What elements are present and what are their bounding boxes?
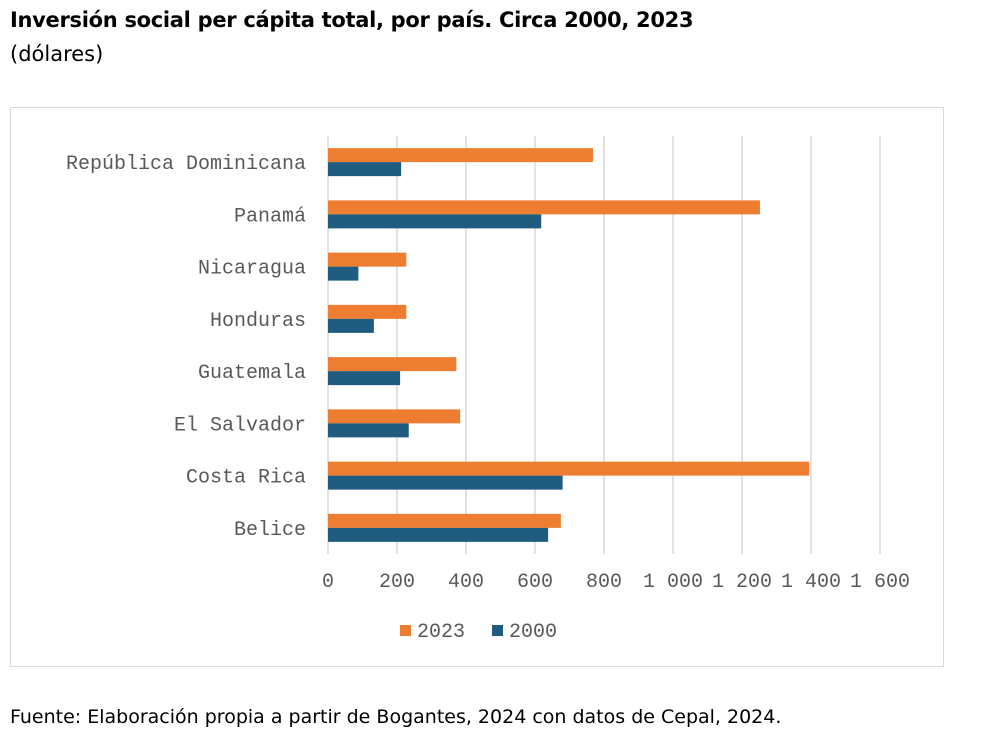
chart-title: Inversión social per cápita total, por p… [10, 8, 694, 32]
x-tick-label: 1 400 [781, 571, 841, 594]
chart-area [10, 107, 944, 667]
bar-2023-guatemala [328, 357, 457, 372]
x-tick-label: 600 [517, 571, 553, 594]
bar-2023-republica-dominicana [328, 148, 593, 163]
bar-2000-guatemala [328, 371, 401, 386]
x-tick-label: 800 [586, 571, 622, 594]
legend-swatch-2023 [400, 625, 411, 636]
bar-2023-costa-rica [328, 461, 810, 476]
bar-2023-el-salvador [328, 409, 461, 424]
category-label: Panamá [234, 205, 306, 228]
x-tick-label: 1 200 [712, 571, 772, 594]
bar-2023-belice [328, 513, 561, 528]
source-note: Fuente: Elaboración propia a partir de B… [10, 706, 782, 728]
category-label: Honduras [210, 310, 306, 333]
x-tick-label: 1 600 [850, 571, 910, 594]
category-label: El Salvador [174, 414, 306, 437]
category-label: República Dominicana [66, 153, 306, 176]
category-label: Belice [234, 519, 306, 542]
bar-chart: República Dominicana Panamá Nicaragua Hondu… [66, 136, 910, 644]
bar-2000-republica-dominicana [328, 162, 402, 177]
bar-2000-panama [328, 214, 542, 229]
category-label: Nicaragua [198, 258, 306, 281]
bar-2000-nicaragua [328, 266, 359, 281]
legend-label-2023: 2023 [417, 621, 465, 644]
x-tick-label: 200 [379, 571, 415, 594]
bar-2023-nicaragua [328, 252, 407, 267]
x-tick-label: 1 000 [643, 571, 703, 594]
bar-2000-belice [328, 527, 549, 542]
bar-2023-honduras [328, 304, 407, 319]
x-tick-label: 400 [448, 571, 484, 594]
bar-2000-el-salvador [328, 423, 409, 438]
bars [328, 148, 810, 542]
bar-2000-honduras [328, 318, 374, 333]
bar-2023-panama [328, 200, 760, 215]
category-label: Guatemala [198, 362, 306, 385]
legend: 2023 2000 [400, 621, 557, 644]
x-tick-labels: 0 200 400 600 800 1 000 1 200 1 400 1 600 [322, 571, 910, 594]
chart-subtitle: (dólares) [10, 42, 104, 66]
category-labels: República Dominicana Panamá Nicaragua Hondu… [66, 153, 306, 542]
legend-swatch-2000 [492, 625, 503, 636]
x-tick-label: 0 [322, 571, 334, 594]
category-label: Costa Rica [186, 467, 306, 490]
gridlines [327, 136, 881, 554]
bar-2000-costa-rica [328, 475, 563, 490]
legend-label-2000: 2000 [509, 621, 557, 644]
